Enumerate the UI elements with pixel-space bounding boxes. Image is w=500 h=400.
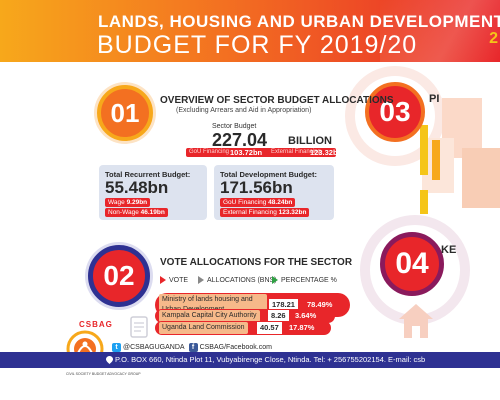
dev-external-value: 123.32bn — [278, 209, 307, 216]
section1-subtitle: (Excluding Arrears and Aid in Appropriat… — [176, 107, 312, 114]
yellow-bar — [420, 125, 428, 175]
page-title-line2: BUDGET FOR FY 2019/20 — [97, 31, 418, 59]
section3-ring — [345, 66, 445, 166]
gou-financing-value: 103.72bn — [230, 148, 263, 157]
vote-percentage: 3.64% — [295, 311, 317, 320]
vote-name: Kampala Capital City Authority — [159, 310, 260, 322]
logo-tagline: CIVIL SOCIETY BUDGET ADVOCACY GROUP — [66, 372, 141, 376]
nonwage-label: Non-Wage — [108, 209, 139, 216]
facebook-icon: f — [188, 343, 198, 352]
wage-value: 9.29bn — [126, 199, 148, 206]
section2-title: VOTE ALLOCATIONS FOR THE SECTOR — [160, 257, 353, 268]
legend-allocations-label: ALLOCATIONS (BNS) — [207, 276, 277, 284]
nonwage-value: 46.19bn — [140, 209, 165, 216]
vote-row: Uganda Land Commission 40.57 17.87% — [155, 321, 331, 335]
vote-allocation: 8.26 — [268, 310, 289, 322]
section3-number: 03 — [365, 82, 425, 142]
header-stripe — [380, 0, 500, 62]
footer-bar — [0, 352, 500, 368]
twitter-handle[interactable]: @CSBAGUGANDA — [123, 344, 185, 351]
section4-title-partial: KE — [441, 244, 457, 256]
triangle-icon — [198, 276, 204, 284]
logo-wordmark: CSBAG — [79, 320, 113, 329]
header-banner — [0, 0, 500, 62]
section4-number: 04 — [380, 232, 444, 296]
social-links: t @CSBAGUGANDA f CSBAG/Facebook.com — [112, 343, 272, 352]
vote-allocation: 40.57 — [257, 322, 282, 334]
section2-number: 02 — [88, 245, 150, 307]
section3-title-partial: PI — [429, 93, 440, 105]
vote-percentage: 17.87% — [289, 323, 315, 332]
nonwage-pill: Non-Wage 46.19bn — [105, 208, 168, 217]
house-icon — [399, 304, 433, 338]
gou-financing-label: GoU Financing — [189, 149, 230, 155]
vote-row: Kampala Capital City Authority 8.26 3.64… — [155, 309, 335, 323]
legend-vote-label: VOTE — [169, 276, 189, 284]
document-icon — [130, 316, 148, 338]
page-title-line1: LANDS, HOUSING AND URBAN DEVELOPMENT — [98, 12, 500, 31]
dev-gou-value: 48.24bn — [268, 199, 293, 206]
recurrent-budget-value: 55.48bn — [105, 178, 169, 197]
wage-label: Wage — [108, 199, 125, 206]
legend-percentage-label: PERCENTAGE % — [281, 276, 337, 284]
section1-title: OVERVIEW OF SECTOR BUDGET ALLOCATIONS — [160, 95, 394, 106]
vote-name: Uganda Land Commission — [159, 322, 248, 334]
legend-vote: VOTE — [160, 276, 188, 284]
legend-allocations: ALLOCATIONS (BNS) — [198, 276, 277, 284]
legend-percentage: PERCENTAGE % — [272, 276, 337, 284]
vote-allocation: 178.21 — [269, 299, 298, 311]
facebook-handle[interactable]: CSBAG/Facebook.com — [199, 344, 272, 351]
orange-bar — [432, 140, 440, 180]
triangle-icon — [160, 276, 166, 284]
sector-budget-label: Sector Budget — [212, 123, 257, 130]
sector-financing-bar: GoU Financing 103.72bn External Financin… — [186, 148, 342, 157]
development-budget-card: Total Development Budget: 171.56bn GoU F… — [214, 165, 334, 220]
dev-external-pill: External Financing 123.32bn — [220, 208, 310, 217]
section1-number: 01 — [97, 85, 153, 141]
triangle-icon — [272, 276, 278, 284]
development-budget-title: Total Development Budget: — [220, 170, 317, 179]
yellow-bar — [420, 190, 428, 214]
recurrent-budget-title: Total Recurrent Budget: — [105, 170, 191, 179]
external-financing-label: External Financing — [271, 149, 321, 155]
location-pin-icon — [106, 356, 113, 364]
building-shape — [462, 148, 500, 208]
vote-percentage: 78.49% — [307, 300, 333, 309]
twitter-icon: t — [112, 343, 121, 352]
dev-gou-pill: GoU Financing 48.24bn — [220, 198, 296, 207]
sector-budget-unit: BILLION — [288, 135, 332, 147]
footer-address: P.O. BOX 660, Ntinda Plot 11, Vubyabiren… — [115, 355, 426, 364]
recurrent-budget-card: Total Recurrent Budget: 55.48bn Wage 9.2… — [99, 165, 207, 220]
wage-pill: Wage 9.29bn — [105, 198, 151, 207]
sector-budget-value: 227.04 — [212, 130, 268, 150]
dev-external-label: External Financing — [223, 209, 277, 216]
dev-gou-label: GoU Financing — [223, 199, 267, 206]
corner-page-number: 2 — [489, 30, 498, 47]
external-financing-value: 123.32bn — [310, 148, 343, 157]
development-budget-value: 171.56bn — [220, 178, 293, 197]
